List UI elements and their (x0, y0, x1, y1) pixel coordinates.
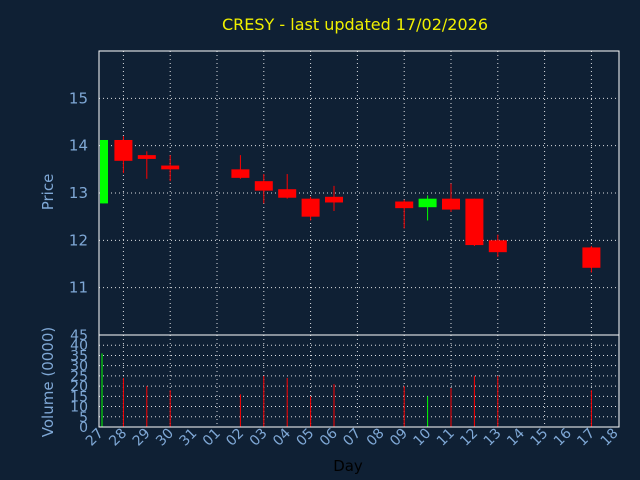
volume-tick-label: 40 (70, 338, 88, 354)
x-tick-label: 13 (481, 426, 505, 450)
candle-body (301, 198, 320, 217)
volume-tick-label: 20 (70, 379, 88, 395)
chart-title: CRESY - last updated 17/02/2026 (222, 15, 488, 34)
candle-body (254, 181, 273, 191)
price-tick-label: 11 (69, 279, 88, 297)
x-tick-label: 08 (364, 426, 388, 450)
x-tick-label: 28 (106, 426, 130, 450)
x-tick-label: 17 (574, 426, 598, 450)
candle-body (278, 189, 297, 198)
x-tick-label: 04 (270, 425, 294, 449)
x-tick-label: 16 (551, 425, 575, 449)
candle-body (114, 139, 133, 161)
volume-tick-label: 5 (79, 410, 88, 426)
candle-body (161, 165, 180, 170)
price-tick-label: 14 (69, 137, 88, 155)
candle-body (442, 198, 460, 210)
volume-panel-frame (98, 334, 620, 428)
x-tick-label: 09 (387, 426, 411, 450)
price-tick-label: 15 (69, 89, 88, 107)
x-tick-label: 06 (317, 425, 341, 449)
x-tick-label: 03 (247, 426, 271, 450)
x-tick-label: 30 (153, 426, 177, 450)
x-tick-label: 14 (504, 425, 528, 449)
candle-body (395, 201, 414, 209)
x-tick-label: 18 (598, 426, 622, 450)
candle-body (418, 198, 437, 208)
price-axis-label: Price (39, 174, 57, 211)
x-tick-label: 05 (294, 426, 318, 450)
x-tick-label: 12 (457, 426, 481, 450)
x-tick-label: 15 (528, 426, 552, 450)
candle-body (231, 169, 250, 178)
x-tick-label: 31 (177, 426, 201, 450)
x-tick-label: 10 (411, 426, 435, 450)
volume-tick-label: 10 (70, 400, 88, 416)
price-tick-label: 12 (69, 231, 88, 249)
volume-tick-label: 0 (79, 420, 88, 436)
x-axis-label: Day (333, 457, 363, 475)
x-tick-label: 01 (200, 426, 224, 450)
x-tick-label: 11 (434, 426, 458, 450)
volume-axis-label: Volume (0000) (39, 327, 57, 437)
candle-body (582, 247, 601, 268)
volume-tick-label: 25 (70, 369, 88, 385)
candle-body (465, 198, 484, 246)
candle-body (488, 240, 507, 253)
candle-body (137, 155, 156, 159)
volume-tick-label: 15 (70, 389, 88, 405)
price-tick-label: 13 (69, 184, 88, 202)
volume-tick-label: 30 (70, 359, 88, 375)
x-tick-label: 02 (223, 426, 247, 450)
volume-tick-label: 35 (70, 348, 88, 364)
candle-body (325, 196, 343, 203)
candle-body (100, 139, 108, 204)
volume-tick-label: 45 (70, 328, 88, 344)
x-tick-label: 07 (340, 426, 364, 450)
x-tick-label: 29 (130, 426, 154, 450)
